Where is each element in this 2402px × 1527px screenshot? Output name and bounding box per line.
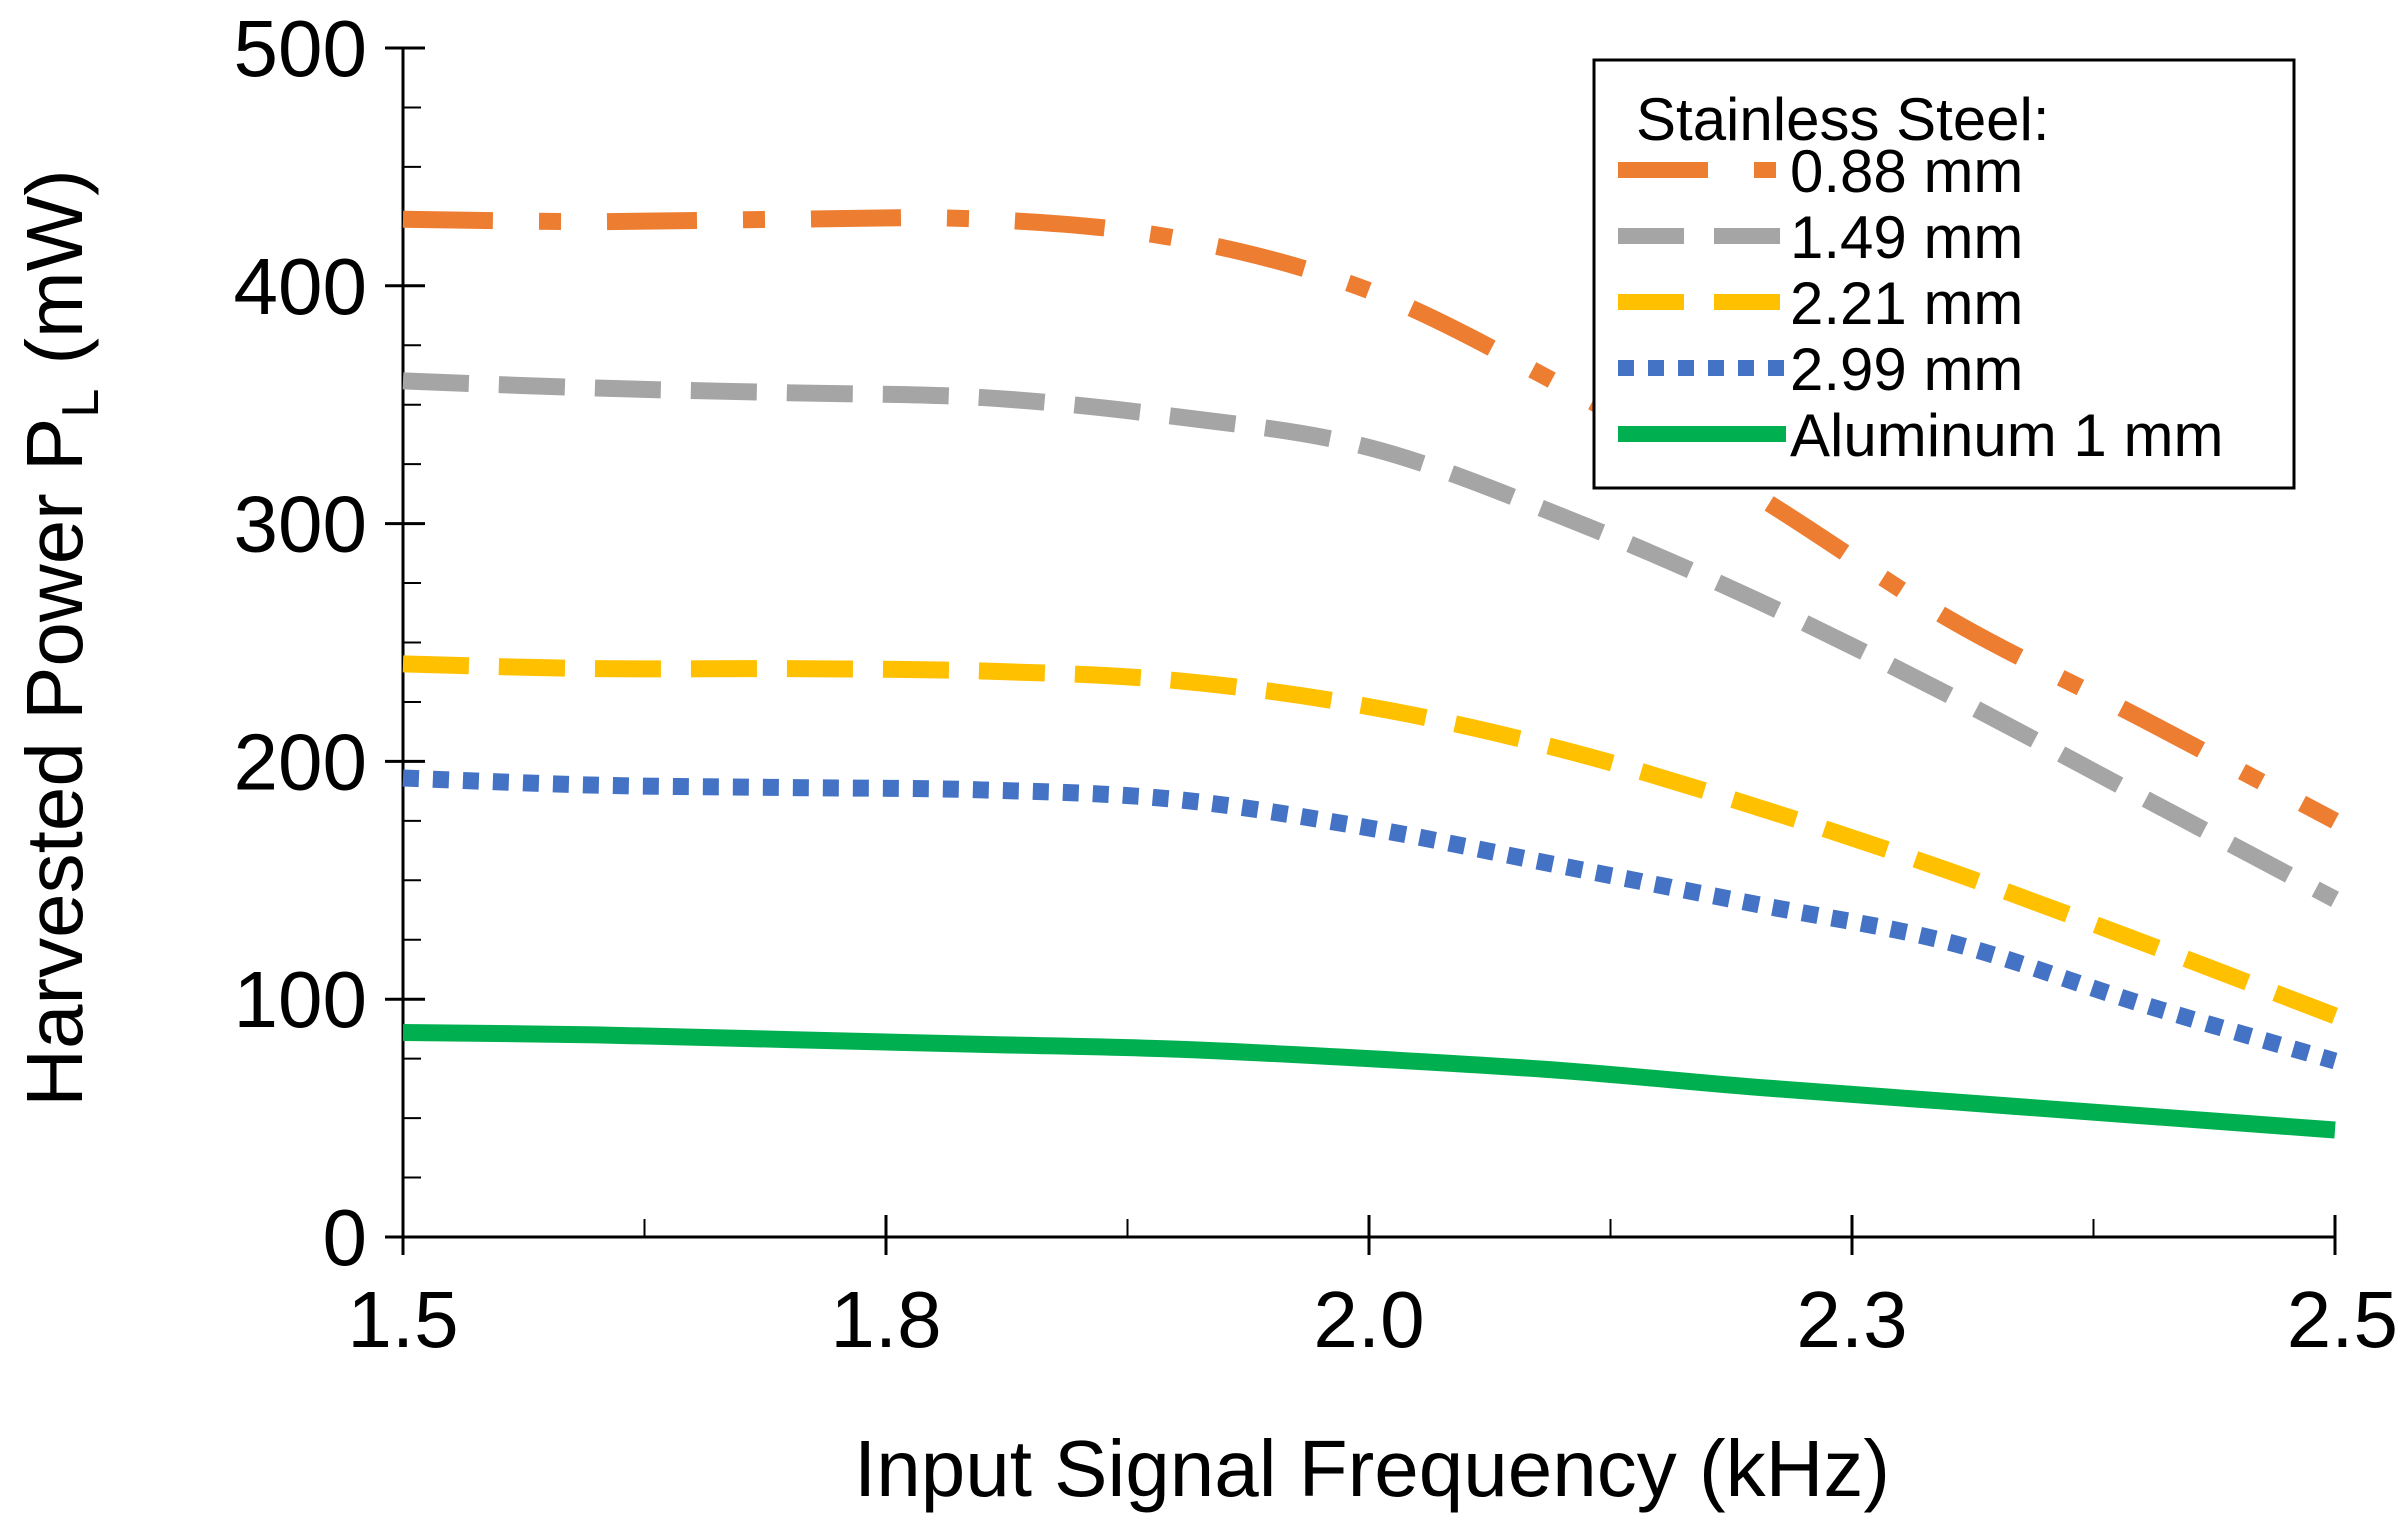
y-tick-label: 400 (234, 242, 367, 331)
series-line-3 (402, 769, 2338, 1070)
x-axis-title: Input Signal Frequency (kHz) (854, 1424, 1890, 1513)
y-axis-title-main: Harvested Power P (10, 418, 99, 1107)
x-tick-label: 2.5 (2287, 1275, 2398, 1364)
series-line-1 (402, 372, 2339, 907)
x-tick-label: 1.8 (830, 1275, 941, 1364)
legend-label-1: 1.49 mm (1790, 204, 2023, 271)
legend-box (1592, 58, 2296, 490)
series-line-4 (402, 1023, 2336, 1139)
legend: Stainless Steel: 0.88 mm1.49 mm2.21 mm2.… (1592, 58, 2296, 490)
y-axis-title: Harvested Power PL (mW) (10, 169, 110, 1107)
legend-title: Stainless Steel: (1636, 86, 2050, 153)
legend-label-4: Aluminum 1 mm (1790, 402, 2223, 469)
legend-label-3: 2.99 mm (1790, 336, 2023, 403)
y-tick-label: 100 (234, 955, 367, 1044)
series-layer (402, 209, 2339, 1139)
y-tick-label: 0 (323, 1193, 368, 1282)
y-axis-title-subscript: L (52, 389, 110, 418)
x-tick-label: 2.0 (1313, 1275, 1424, 1364)
y-tick-label: 300 (234, 480, 367, 569)
series-line-2 (402, 655, 2339, 1024)
legend-label-0: 0.88 mm (1790, 138, 2023, 205)
x-tick-label: 1.5 (347, 1275, 458, 1364)
series-line-0 (402, 209, 2339, 829)
tick-labels: 0 100 200 300 400 500 1.5 1.8 2.0 2.3 2.5 (234, 4, 2398, 1364)
y-tick-label: 200 (234, 717, 367, 806)
legend-label-2: 2.21 mm (1790, 270, 2023, 337)
y-tick-label: 500 (234, 4, 367, 93)
x-tick-label: 2.3 (1796, 1275, 1907, 1364)
y-axis-title-unit: (mW) (10, 169, 99, 364)
